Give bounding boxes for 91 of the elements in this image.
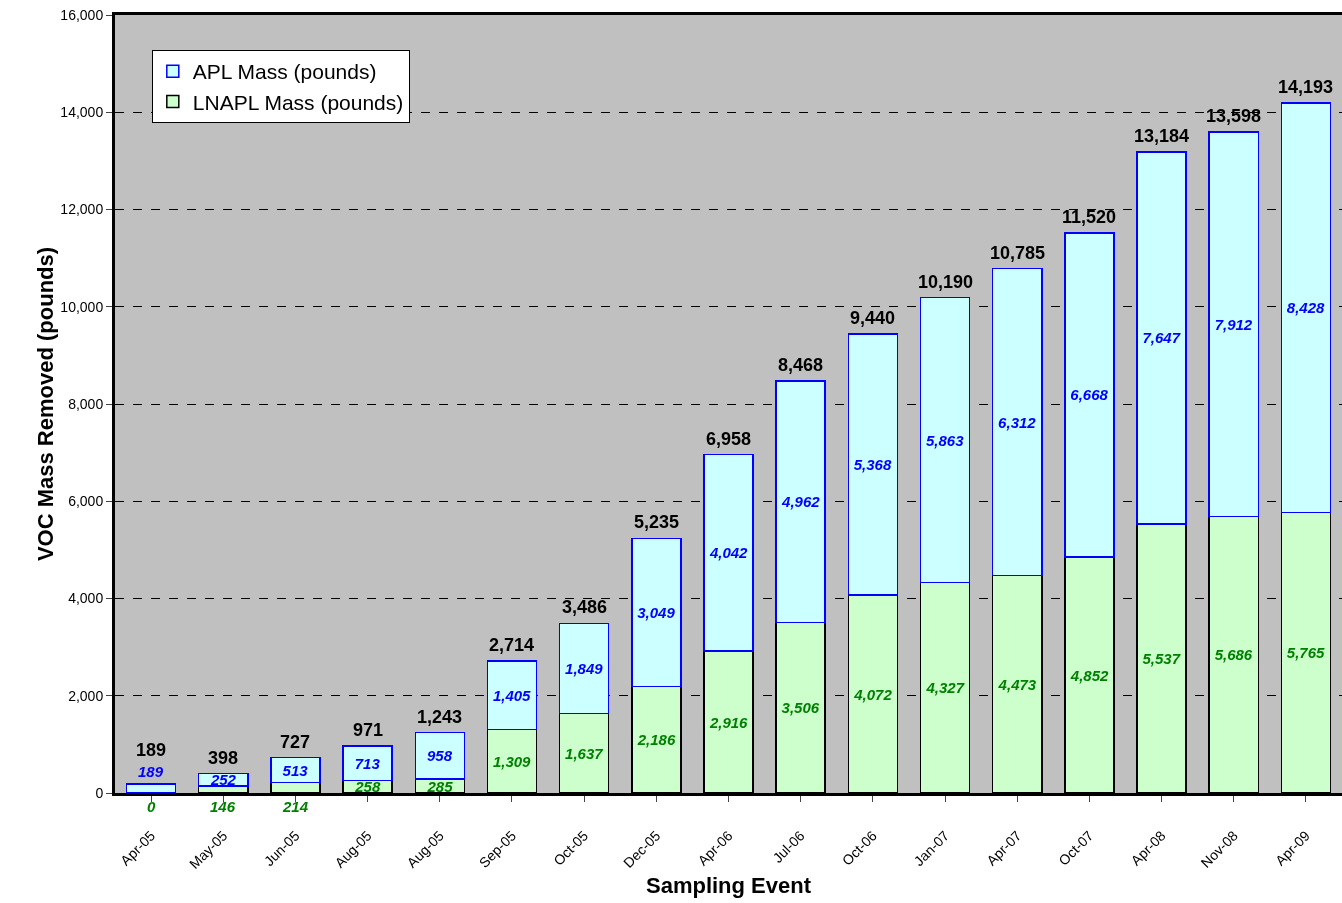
data-label: 513 (282, 761, 309, 779)
total-label: 1,243 (417, 707, 463, 727)
data-label: 0 (147, 798, 156, 815)
y-tick-label: 16,000 (60, 6, 104, 23)
data-label: 214 (282, 798, 309, 815)
total-label: 9,440 (850, 308, 896, 328)
data-label: 1,637 (565, 744, 604, 762)
data-label: 3,506 (781, 699, 820, 717)
data-label: 252 (209, 771, 237, 789)
total-label: 10,190 (918, 272, 974, 292)
bar (991, 574, 1043, 793)
total-label: 189 (138, 763, 164, 780)
data-label: 4,473 (997, 675, 1037, 693)
total-label: 14,193 (1278, 77, 1334, 97)
y-tick-label: 14,000 (60, 104, 104, 121)
x-axis-title: Sampling Event (645, 872, 812, 898)
bar (775, 380, 826, 624)
data-label: 146 (210, 798, 236, 815)
y-tick-label: 10,000 (60, 298, 104, 315)
total-label: 5,235 (634, 512, 680, 532)
bar (703, 650, 754, 793)
data-label: 958 (426, 747, 453, 765)
total-label: 11,520 (1062, 207, 1117, 227)
y-tick-label: 0 (95, 784, 104, 801)
data-label: 8,428 (1286, 299, 1326, 317)
bar (847, 594, 899, 793)
data-label: 1,309 (492, 752, 532, 770)
y-tick-label: 4,000 (68, 590, 104, 607)
total-label: 727 (280, 732, 311, 752)
bar (1280, 102, 1332, 514)
bar (991, 267, 1043, 577)
bar (919, 581, 971, 793)
data-label: 7,647 (1142, 329, 1181, 347)
bar (1208, 515, 1260, 793)
data-label: 713 (354, 754, 381, 772)
data-label: 5,765 (1286, 644, 1326, 662)
data-label: 1,849 (565, 659, 604, 677)
y-tick-label: 8,000 (68, 395, 104, 412)
data-label: 5,686 (1214, 646, 1253, 664)
bar (775, 621, 826, 793)
data-label: 5,368 (853, 455, 892, 473)
bar (1208, 131, 1260, 518)
total-label: 6,958 (706, 429, 752, 449)
data-label: 2,916 (708, 713, 749, 731)
bar (414, 731, 466, 780)
data-label: 4,962 (781, 493, 821, 511)
data-label: 6,312 (998, 413, 1037, 431)
bar (1136, 151, 1187, 525)
bar (703, 453, 754, 652)
data-label: 285 (426, 777, 454, 795)
total-label: 10,785 (990, 243, 1046, 263)
bar (847, 333, 899, 596)
bar (125, 783, 177, 793)
data-label: 258 (354, 778, 381, 796)
data-label: 189 (136, 740, 167, 760)
y-axis-title: VOC Mass Removed (pounds) (33, 246, 59, 562)
total-label: 971 (353, 720, 384, 740)
data-label: 1,405 (492, 686, 532, 704)
data-label: 4,042 (708, 544, 749, 562)
data-label: 6,668 (1070, 386, 1109, 404)
y-tick-label: 2,000 (68, 687, 104, 704)
total-label: 13,184 (1134, 126, 1190, 146)
data-label: 2,186 (636, 731, 676, 749)
bar (558, 622, 610, 715)
bar (342, 745, 393, 782)
total-label: 13,598 (1206, 106, 1262, 126)
bar (631, 537, 682, 688)
data-label: 4,852 (1069, 666, 1109, 684)
bar (631, 685, 682, 793)
bar (558, 712, 610, 793)
total-label: 398 (208, 748, 239, 768)
data-label: 3,049 (637, 604, 676, 622)
total-label: 8,468 (778, 355, 824, 375)
legend-label: LNAPL Mass (pounds) (192, 90, 404, 114)
bar (919, 296, 971, 584)
data-label: 5,537 (1142, 649, 1181, 667)
bar (486, 660, 538, 731)
data-label: 7,912 (1214, 315, 1253, 333)
legend-label: APL Mass (pounds) (192, 60, 377, 84)
total-label: 3,486 (562, 597, 608, 617)
total-label: 2,714 (489, 635, 535, 655)
bar (1064, 232, 1115, 558)
bar (270, 781, 321, 793)
bar (1136, 523, 1187, 793)
data-label: 4,072 (853, 685, 893, 703)
y-tick-label: 6,000 (68, 493, 104, 510)
y-tick-label: 12,000 (60, 201, 104, 218)
bar (1280, 511, 1332, 793)
data-label: 5,863 (925, 431, 965, 449)
bar (1064, 556, 1115, 793)
data-label: 4,327 (925, 679, 965, 697)
